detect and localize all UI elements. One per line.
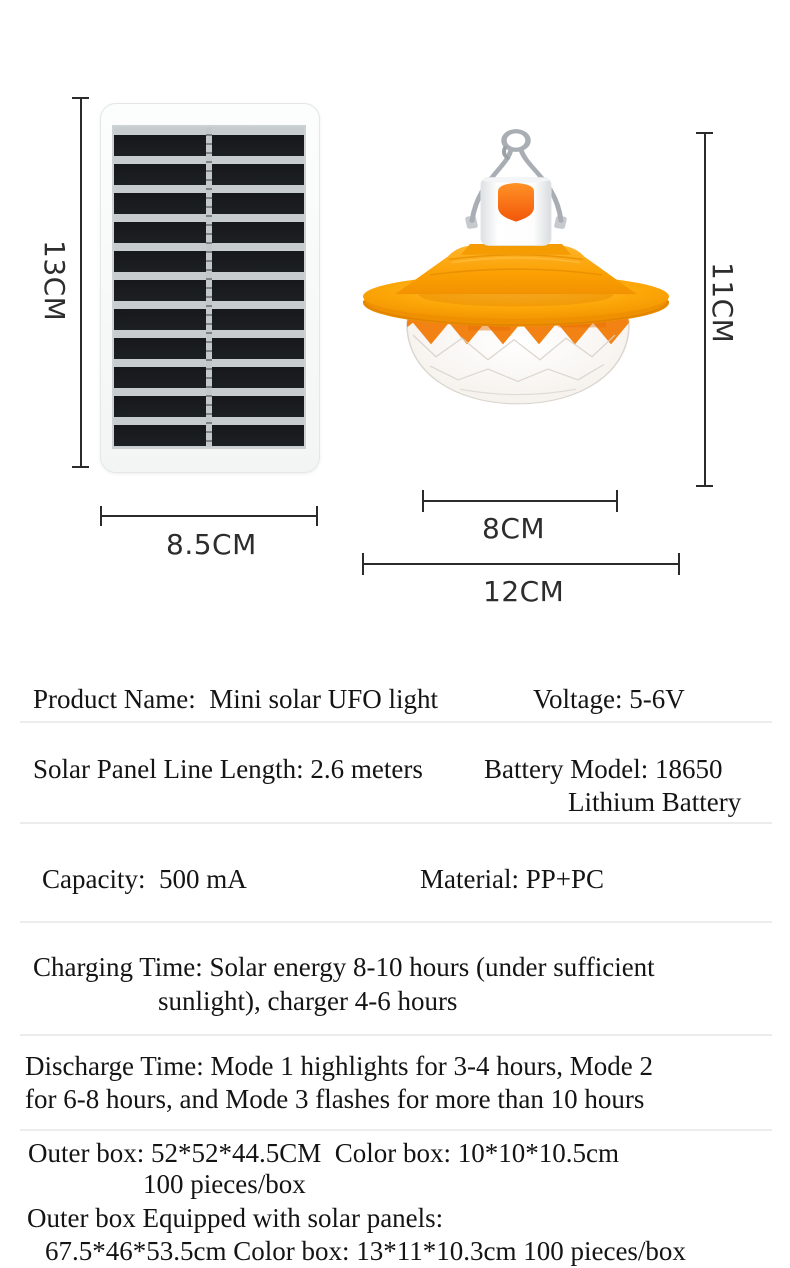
lamp-height-dimension-line <box>704 133 706 487</box>
lamp-inner-width-left-tick <box>422 490 424 512</box>
lamp-outer-width-label: 12CM <box>483 575 565 608</box>
lamp-power-button <box>498 182 534 222</box>
lamp-height-top-tick <box>696 132 713 134</box>
panel-height-label: 13CM <box>38 240 71 322</box>
panel-height-top-tick <box>72 97 89 99</box>
lamp-height-bottom-tick <box>696 485 713 487</box>
panel-height-bottom-tick <box>72 466 89 468</box>
spec-packing-line2: 100 pieces/box <box>143 1169 306 1199</box>
spec-charging-line1: Charging Time: Solar energy 8-10 hours (… <box>33 952 655 982</box>
spec-discharge-line1: Discharge Time: Mode 1 highlights for 3-… <box>25 1051 653 1081</box>
divider-1 <box>20 721 772 723</box>
panel-width-label: 8.5CM <box>166 528 257 561</box>
lamp-height-label: 11CM <box>706 262 739 344</box>
spec-battery-model: Battery Model: 18650 <box>484 754 723 784</box>
lamp-inner-width-right-tick <box>616 490 618 512</box>
ufo-lamp-image <box>363 129 669 405</box>
spec-capacity: Capacity: 500 mA <box>42 864 247 894</box>
lamp-inner-width-label: 8CM <box>482 512 546 545</box>
lamp-inner-width-dimension-line <box>422 500 618 502</box>
lamp-outer-width-right-tick <box>678 553 680 575</box>
panel-width-right-tick <box>316 506 318 526</box>
divider-4 <box>20 1034 772 1036</box>
spec-voltage: Voltage: 5-6V <box>533 684 685 714</box>
spec-line-length: Solar Panel Line Length: 2.6 meters <box>33 754 423 784</box>
divider-2 <box>20 822 772 824</box>
solar-panel-cells <box>112 125 306 449</box>
solar-panel-busbar <box>206 127 212 447</box>
spec-charging-line2: sunlight), charger 4-6 hours <box>158 986 458 1016</box>
lamp-collar <box>461 243 571 255</box>
spec-battery-type: Lithium Battery <box>568 787 742 817</box>
lamp-outer-width-dimension-line <box>362 563 680 565</box>
lamp-outer-width-left-tick <box>362 553 364 575</box>
lamp-cap <box>480 176 552 246</box>
panel-height-dimension-line <box>80 98 82 468</box>
spec-packing-line1: Outer box: 52*52*44.5CM Color box: 10*10… <box>28 1138 619 1168</box>
spec-product-name: Product Name: Mini solar UFO light <box>33 684 438 714</box>
spec-discharge-line2: for 6-8 hours, and Mode 3 flashes for mo… <box>25 1084 645 1114</box>
lamp-cone <box>395 243 637 295</box>
panel-width-left-tick <box>100 506 102 526</box>
spec-packing-line3: Outer box Equipped with solar panels: <box>27 1203 444 1233</box>
divider-3 <box>20 921 772 923</box>
panel-width-dimension-line <box>100 515 318 517</box>
spec-material: Material: PP+PC <box>420 864 604 894</box>
solar-panel-image <box>100 103 320 473</box>
divider-5 <box>20 1129 772 1131</box>
spec-packing-line4: 67.5*46*53.5cm Color box: 13*11*10.3cm 1… <box>45 1236 686 1266</box>
